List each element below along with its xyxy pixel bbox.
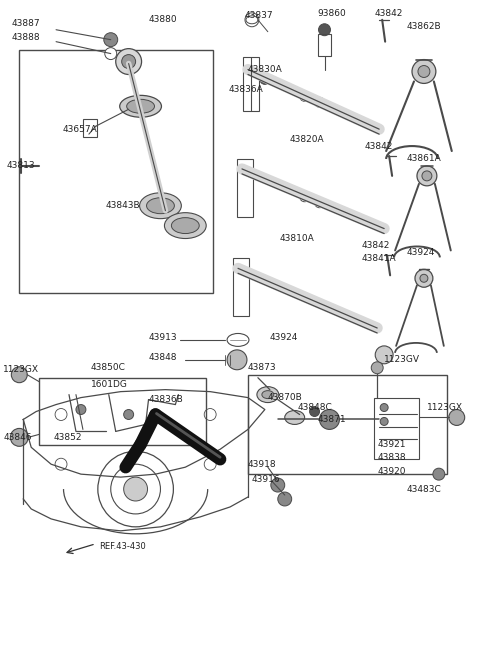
Bar xyxy=(237,159,253,216)
Bar xyxy=(374,398,419,459)
Text: 43483C: 43483C xyxy=(407,485,442,493)
Bar xyxy=(39,378,206,445)
Circle shape xyxy=(417,166,437,186)
Text: 43924: 43924 xyxy=(407,248,435,257)
Bar xyxy=(19,50,213,293)
Circle shape xyxy=(314,197,324,208)
Text: 43837: 43837 xyxy=(245,11,274,20)
Circle shape xyxy=(375,346,393,364)
Text: 43918: 43918 xyxy=(248,460,276,468)
Text: 43842: 43842 xyxy=(361,241,390,250)
Text: 43842: 43842 xyxy=(364,142,393,151)
Circle shape xyxy=(76,405,86,415)
Text: REF.43-430: REF.43-430 xyxy=(99,543,145,551)
Text: 43850C: 43850C xyxy=(91,363,126,372)
Text: 43871: 43871 xyxy=(318,415,346,424)
Text: 43843B: 43843B xyxy=(106,201,141,210)
Text: 43830A: 43830A xyxy=(248,65,283,74)
Text: 43836B: 43836B xyxy=(148,395,183,404)
Text: 43657A: 43657A xyxy=(63,125,98,134)
Circle shape xyxy=(105,48,117,60)
Ellipse shape xyxy=(165,213,206,239)
Text: 43916: 43916 xyxy=(252,475,280,483)
Bar xyxy=(83,119,97,137)
Text: 43846: 43846 xyxy=(3,433,32,442)
Ellipse shape xyxy=(257,386,279,403)
Text: 1601DG: 1601DG xyxy=(91,380,128,389)
Text: 43842: 43842 xyxy=(374,9,403,18)
Text: 43880: 43880 xyxy=(148,15,177,24)
Text: 1123GV: 1123GV xyxy=(384,356,420,364)
Text: 43848C: 43848C xyxy=(298,403,333,412)
Text: 43838: 43838 xyxy=(377,453,406,462)
Circle shape xyxy=(420,274,428,282)
Circle shape xyxy=(449,409,465,426)
Text: 43862B: 43862B xyxy=(407,22,442,31)
Text: 43887: 43887 xyxy=(12,19,40,28)
Circle shape xyxy=(371,362,383,374)
Bar xyxy=(248,375,447,474)
Text: 43820A: 43820A xyxy=(290,134,324,144)
Ellipse shape xyxy=(262,390,274,399)
Circle shape xyxy=(415,270,433,287)
Circle shape xyxy=(104,33,118,47)
Text: 43888: 43888 xyxy=(12,33,40,42)
Text: 43810A: 43810A xyxy=(280,234,314,243)
Text: 43861A: 43861A xyxy=(407,154,442,163)
Text: 43873: 43873 xyxy=(248,363,276,372)
Circle shape xyxy=(12,367,27,382)
Circle shape xyxy=(11,428,28,446)
Circle shape xyxy=(300,91,310,101)
Circle shape xyxy=(278,492,292,506)
Circle shape xyxy=(260,75,270,85)
Circle shape xyxy=(124,409,133,419)
Text: 43813: 43813 xyxy=(6,161,35,171)
Bar xyxy=(233,258,249,316)
Text: 43836A: 43836A xyxy=(228,85,263,94)
Ellipse shape xyxy=(127,99,155,113)
Circle shape xyxy=(124,477,147,501)
Circle shape xyxy=(380,417,388,426)
Ellipse shape xyxy=(285,411,305,424)
Text: 43848: 43848 xyxy=(148,354,177,362)
Circle shape xyxy=(122,54,136,68)
Circle shape xyxy=(300,192,310,202)
Ellipse shape xyxy=(146,197,174,214)
Circle shape xyxy=(412,60,436,83)
Circle shape xyxy=(227,350,247,370)
Text: 43920: 43920 xyxy=(377,466,406,476)
Circle shape xyxy=(271,478,285,492)
Text: 43913: 43913 xyxy=(148,333,177,342)
Text: 43924: 43924 xyxy=(270,333,298,342)
Circle shape xyxy=(422,171,432,181)
Text: 43852: 43852 xyxy=(53,433,82,442)
Text: 43841A: 43841A xyxy=(361,254,396,263)
Text: 43921: 43921 xyxy=(377,440,406,449)
Text: 1123GX: 1123GX xyxy=(3,365,39,375)
Circle shape xyxy=(320,409,339,430)
Ellipse shape xyxy=(171,218,199,234)
Circle shape xyxy=(380,403,388,411)
Ellipse shape xyxy=(140,193,181,218)
Bar xyxy=(318,33,332,56)
Text: 43870B: 43870B xyxy=(268,393,302,402)
Circle shape xyxy=(310,407,320,417)
Text: 93860: 93860 xyxy=(318,9,346,18)
Text: 1123GX: 1123GX xyxy=(427,403,463,412)
Bar xyxy=(243,56,259,112)
Circle shape xyxy=(319,24,330,35)
Circle shape xyxy=(314,97,324,108)
Circle shape xyxy=(418,66,430,77)
Circle shape xyxy=(433,468,445,480)
Circle shape xyxy=(116,49,142,75)
Ellipse shape xyxy=(120,95,161,117)
